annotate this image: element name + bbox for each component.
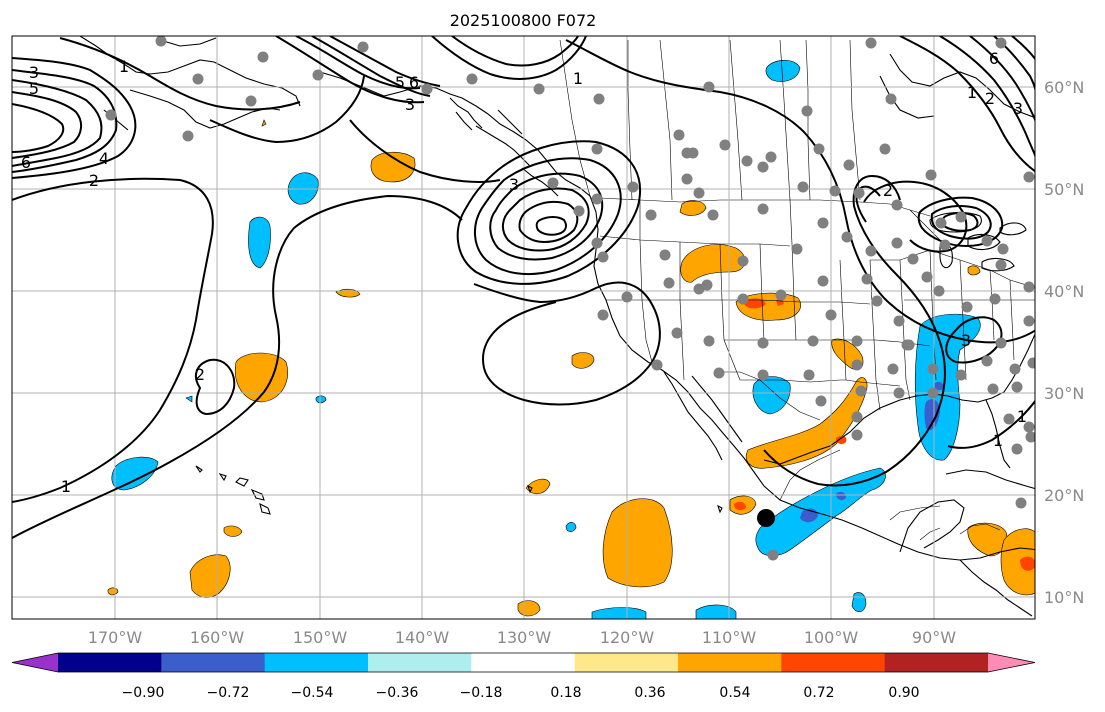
contour-label: 1 (61, 477, 71, 496)
lat-label: 10°N (1044, 588, 1084, 607)
contour-label: 2 (195, 365, 205, 384)
contour-label: 5 (395, 73, 405, 92)
colorbar-tick-label: 0.18 (550, 685, 581, 701)
colorbar-tick-label: −0.90 (122, 685, 165, 701)
colorbar-segment (678, 653, 782, 672)
colorbar-segment (264, 653, 369, 672)
contour-label: 1 (119, 57, 129, 76)
contour-lines (12, 36, 1035, 539)
lon-label: 160°W (190, 628, 245, 647)
longitude-labels: 170°W 160°W 150°W 140°W 130°W 120°W 110°… (88, 628, 956, 647)
contour-label: 3 (509, 175, 519, 194)
contour-label: 3 (961, 331, 971, 350)
contour-label: 2 (89, 171, 99, 190)
location-marker (757, 509, 775, 527)
colorbar-tick-labels: −0.90 −0.72 −0.54 −0.36 −0.18 0.18 0.36 … (122, 685, 920, 701)
contour-label: 6 (989, 49, 999, 68)
colorbar-segment (471, 653, 576, 672)
colorbar-extend-max (988, 653, 1035, 672)
lon-label: 110°W (702, 628, 757, 647)
contour-label: 2 (883, 181, 893, 200)
colorbar-segment (884, 653, 989, 672)
lat-label: 50°N (1044, 180, 1084, 199)
lon-label: 120°W (600, 628, 655, 647)
contour-label: 5 (29, 79, 39, 98)
lon-label: 170°W (88, 628, 143, 647)
colorbar-segment (161, 653, 266, 672)
colorbar-outline (11, 652, 1036, 673)
lat-label: 20°N (1044, 486, 1084, 505)
contour-label: 1 (573, 69, 583, 88)
colorbar-tick-label: −0.54 (291, 685, 334, 701)
contour-label: 4 (99, 149, 109, 168)
colorbar-tick-label: −0.36 (376, 685, 419, 701)
contour-label: 2 (985, 89, 995, 108)
contour-label: 1 (967, 83, 977, 102)
figure-title: 2025100800 F072 (450, 11, 597, 30)
colorbar-tick-label: 0.54 (719, 685, 750, 701)
lon-label: 90°W (912, 628, 956, 647)
colorbar-segment (574, 653, 679, 672)
contour-label: 3 (1013, 99, 1023, 118)
colorbar-tick-label: 0.90 (888, 685, 919, 701)
colorbar-tick-label: −0.72 (207, 685, 250, 701)
lon-label: 140°W (395, 628, 450, 647)
map-panel: 1 3 5 6 4 2 1 3 5 6 3 2 1 2 1 3 1 6 1 2 … (12, 36, 1035, 619)
contour-label: 6 (409, 73, 419, 92)
colorbar-segment (781, 653, 886, 672)
latitude-labels: 60°N 50°N 40°N 30°N 20°N 10°N (1044, 78, 1084, 607)
colorbar-extend-min (12, 653, 58, 672)
lon-label: 150°W (293, 628, 348, 647)
colorbar (11, 652, 1036, 673)
colorbar-tick-label: 0.72 (803, 685, 834, 701)
lat-label: 40°N (1044, 282, 1084, 301)
contour-label: 6 (21, 153, 31, 172)
contour-label: 1 (1017, 407, 1027, 426)
map-frame (11, 35, 1036, 620)
lat-label: 30°N (1044, 384, 1084, 403)
positive-anomaly-shading (107, 119, 1035, 617)
colorbar-tick-label: −0.18 (460, 685, 503, 701)
contour-label: 1 (993, 431, 1003, 450)
colorbar-segment (368, 653, 472, 672)
political-borders (559, 39, 1035, 541)
contour-value-labels: 1 3 5 6 4 2 1 3 5 6 3 2 1 2 1 3 1 6 1 2 … (21, 49, 1027, 496)
colorbar-segment (58, 653, 162, 672)
lon-label: 130°W (497, 628, 552, 647)
lat-label: 60°N (1044, 78, 1084, 97)
colorbar-tick-label: 0.36 (634, 685, 665, 701)
station-markers (105, 36, 1035, 561)
contour-label: 3 (29, 63, 39, 82)
lon-label: 100°W (804, 628, 859, 647)
contour-label: 3 (405, 95, 415, 114)
strong-positive-anomaly-shading (734, 298, 1035, 571)
